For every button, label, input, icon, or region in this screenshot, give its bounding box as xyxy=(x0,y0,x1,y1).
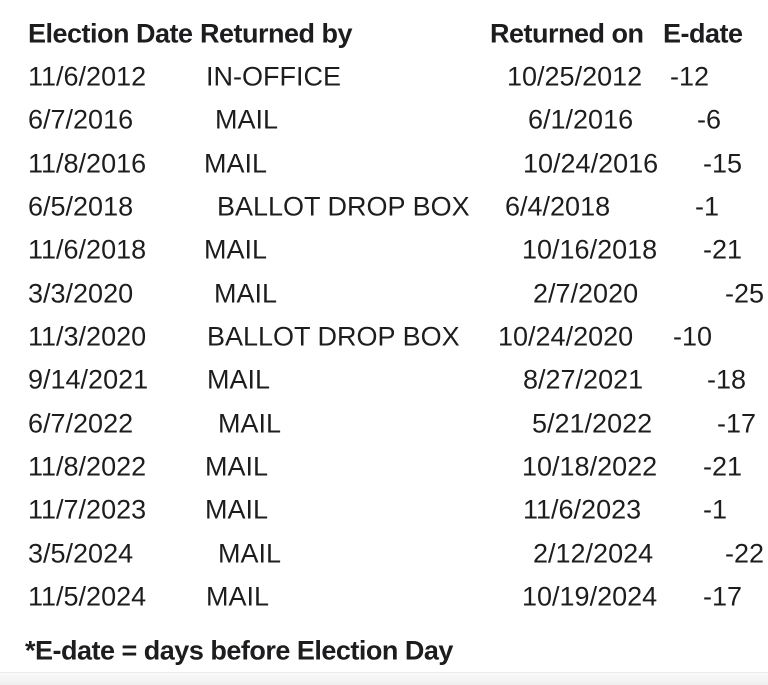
cell-e-date: -25 xyxy=(725,278,765,309)
cell-returned-on: 11/6/2023 xyxy=(523,494,642,525)
header-returned-by: Returned by xyxy=(200,18,353,49)
cell-election-date: 11/6/2012 xyxy=(28,61,147,92)
cell-e-date: -17 xyxy=(703,581,743,612)
cell-election-date: 6/7/2022 xyxy=(28,408,134,439)
cell-returned-on: 6/1/2016 xyxy=(528,104,634,135)
cell-election-date: 6/5/2018 xyxy=(28,191,134,222)
table-row: 11/7/2023 MAIL 11/6/2023 -1 xyxy=(0,489,768,532)
footnote-row: *E-date = days before Election Day xyxy=(0,629,768,673)
cell-returned-by: MAIL xyxy=(218,538,282,569)
cell-returned-on: 10/24/2020 xyxy=(498,321,634,352)
cell-e-date: -15 xyxy=(703,148,743,179)
cell-e-date: -17 xyxy=(717,408,757,439)
cell-returned-on: 8/27/2021 xyxy=(523,364,644,395)
cell-returned-by: MAIL xyxy=(214,278,278,309)
table-row: 9/14/2021 MAIL 8/27/2021 -18 xyxy=(0,359,768,402)
cell-returned-on: 6/4/2018 xyxy=(505,191,611,222)
cell-returned-by: MAIL xyxy=(218,408,282,439)
cell-election-date: 3/3/2020 xyxy=(28,278,134,309)
header-returned-on: Returned on xyxy=(490,18,644,49)
cell-e-date: -1 xyxy=(695,191,720,222)
cell-returned-on: 10/16/2018 xyxy=(522,234,658,265)
cell-e-date: -6 xyxy=(697,104,722,135)
cell-e-date: -1 xyxy=(703,494,728,525)
cell-election-date: 6/7/2016 xyxy=(28,104,134,135)
table-row: 3/3/2020 MAIL 2/7/2020 -25 xyxy=(0,272,768,315)
cell-returned-by: BALLOT DROP BOX xyxy=(217,191,470,222)
cell-returned-on: 10/25/2012 xyxy=(507,61,643,92)
cell-election-date: 11/8/2016 xyxy=(28,148,147,179)
cell-election-date: 9/14/2021 xyxy=(28,364,149,395)
cell-returned-by: BALLOT DROP BOX xyxy=(207,321,460,352)
table-row: 11/5/2024 MAIL 10/19/2024 -17 xyxy=(0,575,768,618)
cell-returned-by: MAIL xyxy=(206,581,270,612)
cell-election-date: 11/6/2018 xyxy=(28,234,147,265)
table-header-row: Election Date Returned by Returned on E-… xyxy=(0,12,768,55)
table-row: 3/5/2024 MAIL 2/12/2024 -22 xyxy=(0,532,768,575)
cell-returned-on: 5/21/2022 xyxy=(532,408,653,439)
cell-returned-on: 10/24/2016 xyxy=(523,148,659,179)
cell-election-date: 11/7/2023 xyxy=(28,494,147,525)
table-row: 6/7/2022 MAIL 5/21/2022 -17 xyxy=(0,402,768,445)
cell-returned-by: MAIL xyxy=(204,148,268,179)
cell-election-date: 11/5/2024 xyxy=(28,581,147,612)
cell-e-date: -22 xyxy=(725,538,765,569)
cell-e-date: -12 xyxy=(670,61,710,92)
cell-returned-on: 10/18/2022 xyxy=(522,451,658,482)
cell-election-date: 3/5/2024 xyxy=(28,538,134,569)
cell-returned-by: MAIL xyxy=(205,451,269,482)
table-row: 11/3/2020 BALLOT DROP BOX 10/24/2020 -10 xyxy=(0,315,768,358)
table-row: 11/6/2018 MAIL 10/16/2018 -21 xyxy=(0,229,768,272)
table-row: 11/8/2016 MAIL 10/24/2016 -15 xyxy=(0,142,768,185)
cell-e-date: -18 xyxy=(707,364,747,395)
cell-returned-by: IN-OFFICE xyxy=(206,61,341,92)
table-row: 6/5/2018 BALLOT DROP BOX 6/4/2018 -1 xyxy=(0,185,768,228)
cell-returned-on: 2/12/2024 xyxy=(533,538,654,569)
cell-e-date: -21 xyxy=(703,451,743,482)
cell-returned-by: MAIL xyxy=(215,104,279,135)
table-row: 6/7/2016 MAIL 6/1/2016 -6 xyxy=(0,99,768,142)
header-election-date: Election Date xyxy=(28,18,193,49)
bottom-edge-bar xyxy=(0,672,768,685)
cell-election-date: 11/8/2022 xyxy=(28,451,147,482)
table-row: 11/8/2022 MAIL 10/18/2022 -21 xyxy=(0,445,768,488)
election-ballot-table: Election Date Returned by Returned on E-… xyxy=(0,12,768,618)
cell-returned-on: 10/19/2024 xyxy=(522,581,658,612)
header-e-date: E-date xyxy=(663,18,743,49)
e-date-footnote: *E-date = days before Election Day xyxy=(25,635,453,666)
cell-returned-by: MAIL xyxy=(205,494,269,525)
cell-returned-on: 2/7/2020 xyxy=(533,278,639,309)
cell-e-date: -21 xyxy=(703,234,743,265)
cell-returned-by: MAIL xyxy=(207,364,271,395)
cell-election-date: 11/3/2020 xyxy=(28,321,147,352)
table-row: 11/6/2012 IN-OFFICE 10/25/2012 -12 xyxy=(0,55,768,98)
cell-returned-by: MAIL xyxy=(204,234,268,265)
cell-e-date: -10 xyxy=(673,321,713,352)
